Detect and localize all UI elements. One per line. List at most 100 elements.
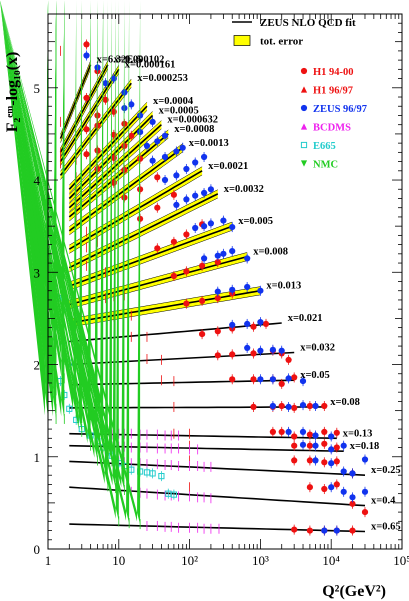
- h1-94-00-point: [199, 331, 206, 338]
- error-band-edge: [69, 197, 218, 273]
- h1-94-00-point: [333, 458, 340, 465]
- error-band-edge: [69, 166, 203, 246]
- h1-94-00-point: [128, 132, 135, 139]
- zeus-96-97-point: [220, 250, 227, 257]
- error-band-edge: [69, 260, 248, 309]
- zeus-96-97-point: [257, 347, 264, 354]
- h1-94-00-point: [229, 351, 236, 358]
- legend-label: NMC: [313, 160, 338, 171]
- zeus-96-97-point: [361, 456, 369, 463]
- zeus-96-97-point: [149, 118, 156, 125]
- h1-94-00-point: [183, 231, 190, 238]
- zeus-96-97-point: [207, 186, 214, 193]
- h1-94-00-point: [291, 442, 298, 449]
- y-tick-label: 1: [34, 450, 41, 465]
- legend: ZEUS NLO QCD fit tot. error H1 94-00 H1 96/…: [232, 17, 367, 171]
- legend-label: H1 94-00: [313, 67, 354, 78]
- e665-point: [149, 470, 156, 477]
- e665-point: [170, 491, 178, 498]
- h1-94-00-point: [306, 431, 313, 438]
- zeus-96-97-point: [328, 484, 335, 491]
- zeus-96-97-point: [201, 223, 208, 230]
- h1-94-00-point: [349, 500, 356, 507]
- zeus-96-97-point: [321, 527, 328, 534]
- zeus-96-97-point: [312, 402, 319, 410]
- h1-94-00-point: [306, 484, 313, 491]
- h1-94-00-point: [333, 444, 340, 451]
- h1-94-00-point: [262, 320, 270, 327]
- zeus-96-97-point: [229, 321, 236, 328]
- zeus-96-97-point: [220, 217, 227, 224]
- h1-94-00-point: [83, 41, 90, 48]
- h1-94-00-point: [214, 259, 221, 266]
- h1-94-00-point: [361, 508, 369, 516]
- y-tick-label: 3: [34, 265, 41, 280]
- legend-marker: [300, 104, 308, 112]
- zeus-96-97-point: [269, 376, 276, 383]
- h1-94-00-point: [214, 328, 221, 335]
- y-tick-label: 4: [34, 173, 41, 188]
- data-points: [0, 0, 369, 536]
- zeus-96-97-point: [149, 157, 156, 164]
- h1-94-00-point: [154, 245, 161, 252]
- h1-94-00-point: [170, 238, 177, 245]
- error-band-edge: [60, 87, 132, 180]
- zeus-96-97-point: [340, 442, 347, 449]
- zeus-96-97-point: [173, 172, 180, 179]
- bin-label: x=0.08: [330, 397, 360, 408]
- h1-94-00-point: [321, 485, 328, 493]
- error-band-edge: [60, 60, 109, 149]
- h1-94-00-point: [349, 527, 356, 534]
- zeus-96-97-point: [312, 442, 319, 449]
- bin-label: x=0.000161: [125, 59, 176, 70]
- x-axis-label: Q²(GeV²): [322, 583, 386, 600]
- x-tick-label: 10: [112, 553, 125, 568]
- bin-label: x=0.0008: [174, 124, 214, 135]
- zeus-96-97-point: [173, 148, 180, 155]
- legend-label: ZEUS NLO QCD fit: [260, 17, 356, 29]
- zeus-96-97-point: [257, 376, 264, 383]
- h1-94-00-point: [229, 376, 236, 383]
- zeus-96-97-point: [192, 192, 199, 199]
- fit-curve: [59, 68, 120, 163]
- x-tick-label: 10³: [252, 553, 269, 568]
- h1-94-00-point: [291, 374, 298, 381]
- bin-label: x=0.000632: [167, 115, 218, 126]
- h1-94-00-point: [250, 350, 257, 357]
- h1-94-00-point: [154, 204, 161, 211]
- bin-label: x=0.05: [300, 370, 330, 381]
- bin-label: x=0.0005: [159, 106, 199, 117]
- legend-label: ZEUS 96/97: [313, 104, 367, 115]
- h1-94-00-point: [333, 481, 340, 488]
- y-tick-label: 5: [34, 81, 41, 96]
- zeus-96-97-point: [161, 132, 169, 139]
- h1-94-00-point: [199, 297, 206, 304]
- legend-marker: [300, 141, 308, 149]
- zeus-96-97-point: [349, 494, 356, 501]
- x-axis-ticks: 1 10 10² 10³ 10⁴ 10⁵: [45, 14, 409, 568]
- bin-label: x=0.25: [371, 465, 401, 476]
- h1-94-00-point: [154, 174, 161, 181]
- zeus-96-97-point: [143, 142, 151, 149]
- h1-94-00-point: [278, 380, 285, 387]
- bin-label: x=0.005: [238, 216, 273, 227]
- zeus-96-97-point: [201, 189, 208, 196]
- error-band-edge: [60, 68, 109, 157]
- h1-94-00-point: [306, 457, 313, 464]
- zeus-96-97-point: [269, 346, 276, 353]
- h1-94-00-point: [321, 459, 328, 466]
- y-tick-label: 0: [34, 542, 41, 557]
- h1-94-00-point: [321, 440, 328, 447]
- zeus-96-97-point: [299, 428, 307, 435]
- zeus-96-97-point: [244, 255, 251, 262]
- h1-94-00-point: [250, 323, 257, 330]
- bin-label: x=0.008: [253, 247, 288, 258]
- y-axis-label: F₂ᵉᵐ-log₁₀(x): [4, 52, 21, 133]
- zeus-96-97-point: [299, 378, 307, 385]
- h1-94-00-point: [291, 404, 298, 411]
- legend-marker: [300, 67, 308, 75]
- zeus-96-97-point: [257, 287, 264, 294]
- zeus-96-97-point: [201, 255, 208, 262]
- zeus-96-97-point: [192, 224, 199, 232]
